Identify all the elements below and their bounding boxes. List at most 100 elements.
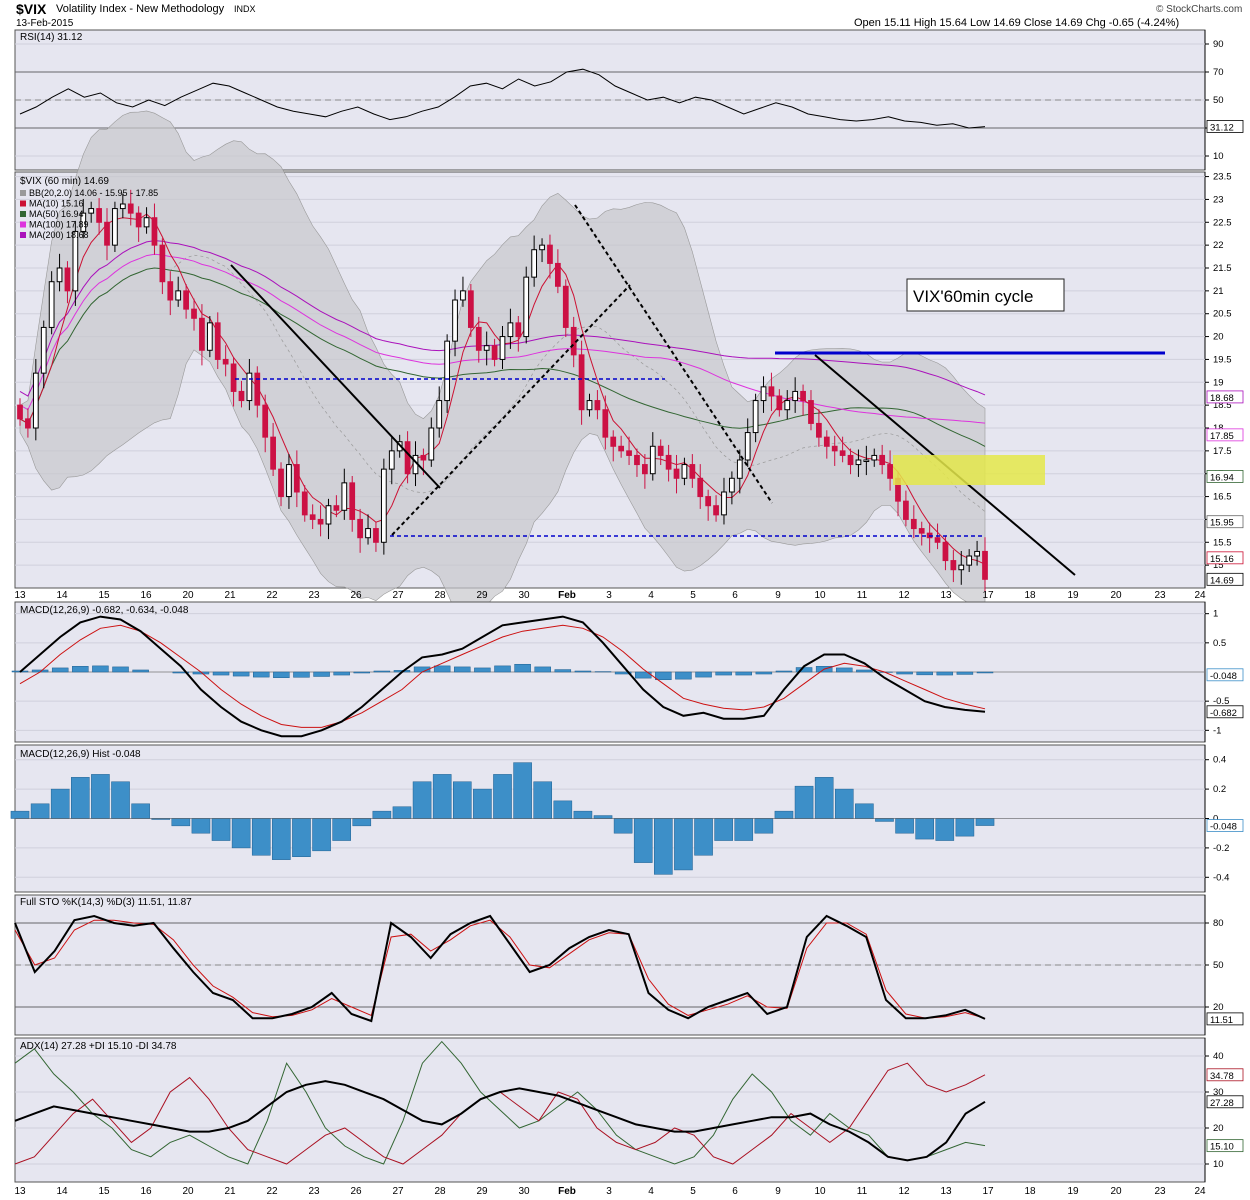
price-tick-label: 17.5 (1213, 446, 1232, 457)
candle-body (96, 208, 102, 223)
hist-bar (714, 818, 733, 841)
hist-tick-label: -0.4 (1213, 872, 1229, 883)
hist-bar (834, 788, 854, 819)
candle-body (531, 249, 538, 278)
candle-body (863, 459, 870, 462)
adx-tick-label: 20 (1213, 1123, 1224, 1134)
adx-tick-label: 10 (1213, 1159, 1224, 1170)
candle-body (143, 217, 150, 228)
candle-body (618, 445, 625, 452)
candle-body (452, 299, 458, 342)
hist-last-value-box (1206, 819, 1244, 832)
candle-body (523, 276, 530, 338)
candle-body (206, 322, 213, 351)
price-value-label-box (1206, 390, 1244, 404)
candle-body (823, 436, 830, 447)
candle-body (293, 464, 300, 493)
legend-label: MA(10) 15.16 (29, 199, 84, 209)
candle-body (460, 290, 466, 301)
price-tick-label: 16.5 (1213, 492, 1232, 503)
candle-body (681, 464, 688, 479)
candle-body (705, 496, 712, 507)
hist-bar (674, 818, 693, 871)
candle-body (934, 537, 941, 543)
hist-bar (633, 818, 653, 863)
macd-hist-bar (836, 667, 853, 673)
price-tick-label: 21 (1213, 286, 1224, 297)
hist-bar (251, 818, 271, 856)
legend-label: MA(50) 16.94 (29, 209, 84, 219)
legend-label: BB(20,2.0) 14.06 - 15.95 - 17.85 (29, 188, 158, 198)
candle-body (626, 450, 632, 456)
price-title: $VIX (60 min) 14.69 (20, 176, 109, 187)
x-tick-label: 23 (308, 590, 320, 601)
legend-swatch (20, 211, 26, 217)
candle-body (191, 308, 197, 319)
candle-body (309, 514, 316, 520)
macd-tick-label: 1 (1213, 609, 1218, 620)
x-tick-label: 3 (606, 590, 612, 601)
candle-body (594, 400, 601, 411)
macd-hist-bar (172, 671, 190, 674)
adx-tick-label: 30 (1213, 1087, 1224, 1098)
macd-hist-bar (72, 666, 89, 673)
rsi-line (19, 68, 986, 129)
price-value-label: 18.68 (1210, 393, 1234, 404)
legend-label: MA(100) 17.89 (29, 220, 89, 230)
adx-tick-label: 40 (1213, 1051, 1224, 1062)
bottom-x-tick-label: 23 (308, 1186, 320, 1197)
macd-hist-bar (574, 670, 592, 673)
x-tick-label: 9 (775, 590, 781, 601)
hist-bar (10, 810, 30, 819)
price-tick-label: 18.5 (1213, 400, 1232, 411)
adx-title: ADX(14) 27.28 +DI 15.10 -DI 34.78 (20, 1041, 177, 1052)
candle-body (610, 436, 617, 447)
price-value-label-box (1206, 515, 1244, 529)
candle-body (776, 395, 783, 411)
hist-bar (111, 781, 130, 819)
candle-body (816, 422, 822, 438)
macd-hist-bar (675, 671, 692, 680)
bottom-x-tick-label: 21 (224, 1186, 236, 1197)
trendline-up-dotted (391, 284, 631, 536)
hist-bar (211, 818, 231, 841)
candle-body (958, 564, 965, 571)
candle-body (744, 432, 751, 461)
sto-last-value-box (1206, 1012, 1244, 1026)
hist-bar (352, 818, 372, 827)
macd-hist-bar (936, 671, 954, 676)
candle-body (88, 208, 95, 214)
hist-bar (895, 818, 914, 834)
candle-body (80, 212, 87, 232)
candle-body (855, 459, 862, 466)
macd-hist-bar (253, 671, 270, 678)
price-tick-label: 23 (1213, 194, 1224, 205)
bottom-x-tick-label: 27 (392, 1186, 404, 1197)
hist-bar (452, 781, 472, 819)
macd-line (19, 615, 986, 738)
hist-tick-label: -0.2 (1213, 843, 1229, 854)
bottom-x-tick-label: 13 (14, 1186, 26, 1197)
candle-body (499, 336, 506, 360)
bottom-x-tick-label: 13 (940, 1186, 952, 1197)
candle-body (17, 404, 23, 420)
candle-body (119, 203, 126, 210)
candle-body (547, 244, 553, 264)
x-tick-label: 12 (898, 590, 910, 601)
candle-body (887, 464, 893, 479)
hist-bar (975, 818, 995, 826)
macd-hist-bar (353, 671, 371, 674)
candle-body (966, 555, 973, 566)
macd-hist-value-box (1206, 668, 1244, 682)
cycle-label: VIX'60min cycle (913, 287, 1033, 306)
candle-body (689, 464, 696, 479)
x-tick-label: 26 (350, 590, 362, 601)
candle-body (871, 454, 878, 461)
bottom-x-tick-label: 28 (434, 1186, 446, 1197)
bottom-x-tick-label: 22 (266, 1186, 278, 1197)
candle-body (729, 477, 735, 493)
candle-body (286, 464, 292, 498)
candle-body (388, 450, 395, 470)
hist-bar (694, 818, 713, 856)
hist-bar (71, 777, 90, 819)
